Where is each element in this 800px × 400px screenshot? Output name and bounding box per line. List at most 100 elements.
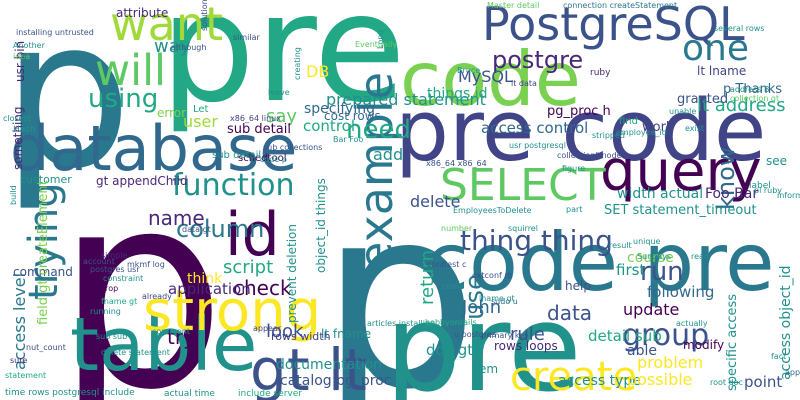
cloud-word: installing untrusted <box>16 28 94 37</box>
cloud-word: root doc <box>710 378 743 387</box>
cloud-word: conftest c <box>427 260 466 269</box>
cloud-word: x86_64 x86_64 <box>426 159 487 168</box>
cloud-word: pre <box>160 0 406 136</box>
cloud-word: trying <box>21 182 67 300</box>
cloud-word: pl ruby <box>754 186 782 195</box>
cloud-word: Foo Bar <box>705 186 758 202</box>
cloud-word: Bruce <box>457 66 480 75</box>
cloud-word: script <box>223 257 273 278</box>
cloud-word: result <box>609 241 632 250</box>
cloud-word: Master detail <box>487 1 539 10</box>
cloud-word: lt lname <box>697 64 746 78</box>
cloud-word: name <box>148 206 205 230</box>
cloud-word: lt data <box>511 79 537 88</box>
cloud-word: documentation <box>276 357 382 373</box>
cloud-word: command <box>13 265 73 279</box>
cloud-word: actual time <box>164 389 215 399</box>
cloud-word: Let <box>193 104 209 115</box>
cloud-word: code <box>400 35 581 123</box>
cloud-word: use <box>460 274 490 320</box>
cloud-word: modify <box>683 338 724 352</box>
cloud-word: update <box>623 300 679 319</box>
cloud-word: p <box>2 0 132 214</box>
cloud-word: column <box>176 215 264 243</box>
cloud-word: John <box>461 297 501 318</box>
cloud-word: p <box>55 134 226 400</box>
cloud-word: p Thanks <box>723 82 782 97</box>
cloud-word: comment <box>152 327 190 336</box>
cloud-word: look <box>266 321 304 342</box>
cloud-word: exist <box>685 124 704 133</box>
cloud-word: MySQL <box>458 67 513 86</box>
cloud-word: doc gt <box>426 341 473 359</box>
cloud-word: drop <box>100 284 118 293</box>
cloud-word: articles installing <box>367 319 435 328</box>
cloud-word: data <box>547 301 592 325</box>
cloud-word: closest <box>3 114 31 123</box>
cloud-word: create <box>510 354 637 400</box>
cloud-word: part <box>566 205 582 214</box>
cloud-word: control <box>303 117 355 135</box>
cloud-word: idea <box>13 52 30 61</box>
cloud-word: add <box>373 145 403 164</box>
cloud-word: first <box>616 261 645 279</box>
cloud-word: pre <box>385 280 582 400</box>
cloud-word: work <box>642 120 674 135</box>
cloud-word: several rows <box>714 24 764 33</box>
cloud-word: usr postgresql <box>509 141 566 150</box>
cloud-word: leave <box>268 88 290 97</box>
cloud-word: already <box>142 292 172 301</box>
cloud-word: postgres usr <box>90 265 140 274</box>
cloud-word: help <box>565 279 591 293</box>
cloud-word: database <box>10 112 297 185</box>
cloud-word: function <box>172 168 295 203</box>
cloud-word: Hash <box>13 125 36 135</box>
cloud-word: delete statement <box>101 348 170 357</box>
cloud-word: schedtool <box>238 153 286 164</box>
cloud-word: want <box>110 0 223 51</box>
cloud-word: account <box>83 257 115 266</box>
cloud-word: delete <box>410 192 460 211</box>
cloud-word: things id <box>427 86 488 102</box>
cloud-word: width actual <box>617 186 703 202</box>
cloud-word: although <box>171 43 206 52</box>
cloud-word: way <box>154 36 191 57</box>
cloud-word: read <box>691 252 709 261</box>
cloud-word: unable <box>669 107 696 116</box>
cloud-word: employee_id <box>616 128 667 137</box>
cloud-word: stripped <box>592 131 625 140</box>
cloud-word: running <box>90 307 121 316</box>
cloud-word: using <box>88 84 158 114</box>
cloud-word: come <box>442 282 464 291</box>
cloud-word: x86_64 linux <box>230 114 281 123</box>
cloud-word: rows loops <box>494 339 558 353</box>
cloud-word: sub detail <box>227 122 291 137</box>
cloud-word: connection createStatement <box>563 1 677 10</box>
cloud-word: detail sub <box>588 327 662 345</box>
cloud-word: sure <box>10 356 27 365</box>
cloud-word: pg_proc h <box>547 104 611 119</box>
cloud-word: course <box>627 250 674 266</box>
cloud-word: id <box>225 200 280 270</box>
cloud-word: DB <box>306 62 329 81</box>
cloud-word: user <box>183 112 218 131</box>
cloud-word: something <box>11 106 25 170</box>
cloud-word: catalog pg_proc <box>280 373 392 389</box>
cloud-word: creating <box>293 47 302 80</box>
cloud-word: rows width <box>271 330 331 343</box>
cloud-word: nut_count <box>26 343 66 352</box>
cloud-word: try <box>167 325 195 349</box>
cloud-word: run <box>640 257 684 287</box>
cloud-word: address B <box>730 85 769 94</box>
cloud-word: need <box>346 115 411 145</box>
cloud-word: strong <box>143 279 321 344</box>
cloud-word: code pre <box>425 216 775 309</box>
cloud-word: unique <box>633 237 661 246</box>
cloud-word: prepared statement <box>326 90 486 109</box>
cloud-word: see <box>766 154 787 168</box>
cloud-word: collection" node <box>557 151 622 160</box>
cloud-word: postgre <box>492 46 583 74</box>
cloud-word: EmployeesToDelete <box>453 206 532 215</box>
cloud-word: constraint <box>103 274 143 283</box>
